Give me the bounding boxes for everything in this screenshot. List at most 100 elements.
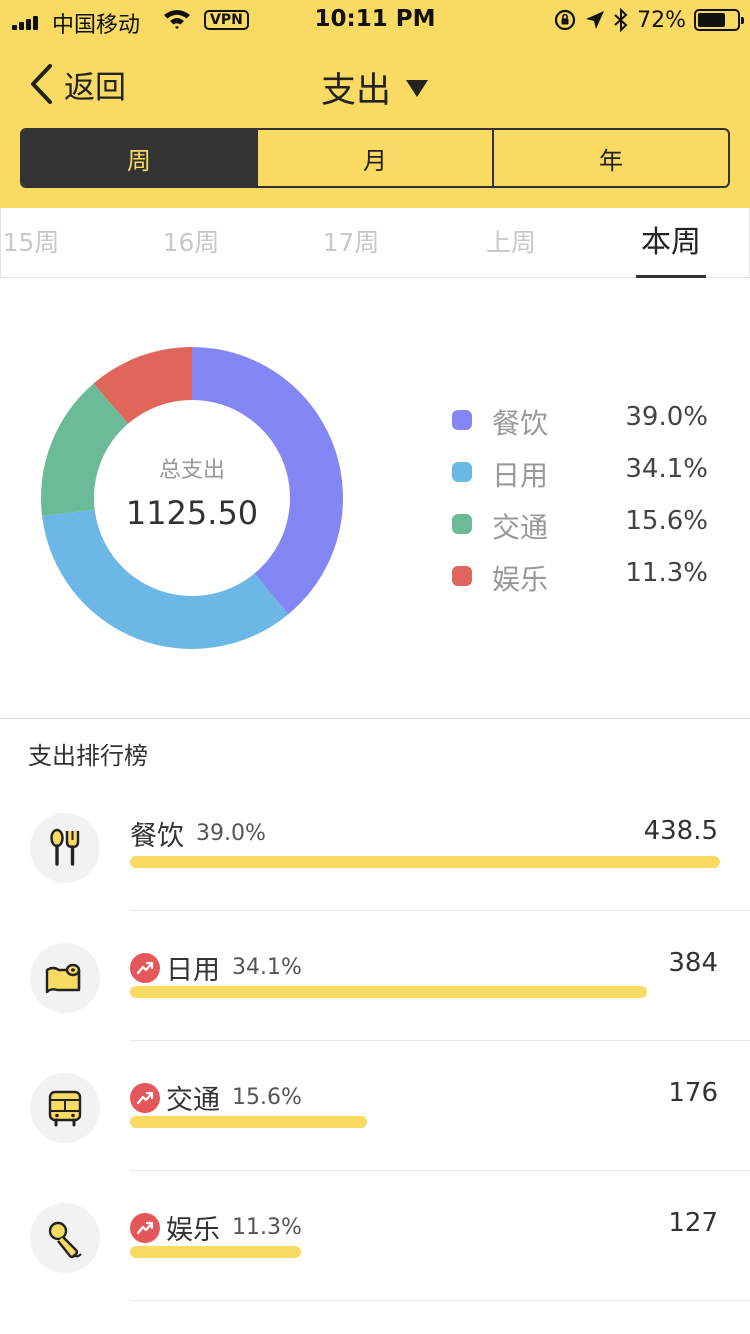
legend-swatch (452, 410, 472, 430)
carrier-name: 中国移动 (52, 13, 141, 38)
period-segmented-control: 周 月 年 (20, 128, 730, 188)
rank-percent: 34.1% (232, 955, 302, 980)
ranking-item-transport[interactable]: 交通 15.6% 176 (0, 1040, 750, 1171)
rank-percent: 11.3% (232, 1215, 302, 1240)
trend-up-icon (130, 1212, 160, 1243)
legend-percent: 39.0% (625, 402, 708, 432)
row-divider (130, 1040, 750, 1041)
segment-year-label: 年 (599, 146, 623, 175)
rank-head: 交通 15.6% (130, 1078, 302, 1117)
donut-center-label: 总支出 (158, 458, 225, 483)
rank-bar-track (130, 986, 720, 998)
rank-percent: 39.0% (196, 821, 266, 846)
legend-swatch (452, 514, 472, 534)
legend-item: 娱乐 11.3% (452, 554, 712, 606)
row-divider (130, 1300, 750, 1301)
rank-bar (130, 986, 647, 998)
legend-name: 交通 (492, 511, 549, 544)
battery-icon (694, 9, 744, 31)
legend-percent: 34.1% (625, 454, 708, 484)
row-divider (130, 910, 750, 911)
tab-last-week[interactable]: 上周 (485, 228, 536, 257)
ranking-item-dining[interactable]: 餐饮 39.0% 438.5 (0, 780, 750, 911)
segment-year[interactable]: 年 (494, 130, 728, 186)
status-right-group: 72% (553, 7, 744, 33)
page-title: 支出 (0, 62, 750, 113)
legend-name: 日用 (492, 459, 549, 492)
clock: 10:11 PM (314, 6, 436, 32)
rank-head: 餐饮 39.0% (130, 814, 266, 853)
rank-bar-track (130, 1246, 720, 1258)
ranking-title: 支出排行榜 (28, 742, 148, 770)
legend-percent: 15.6% (625, 506, 708, 536)
legend-name: 娱乐 (492, 563, 549, 596)
rank-bar-track (130, 856, 720, 868)
rank-bar (130, 856, 720, 868)
wifi-icon (164, 10, 190, 29)
rank-percent: 15.6% (232, 1085, 302, 1110)
tab-week-16[interactable]: 16周 (162, 228, 220, 257)
battery-level (698, 13, 726, 27)
back-button[interactable]: 返回 (28, 60, 126, 108)
rank-name: 娱乐 (166, 1215, 220, 1246)
app-header: 中国移动 VPN 10:11 PM 72% (0, 0, 750, 208)
chart-legend: 餐饮 39.0% 日用 34.1% 交通 15.6% 娱乐 11.3% (452, 398, 712, 606)
rank-name: 日用 (166, 955, 220, 986)
entertainment-category-icon (30, 1203, 100, 1273)
back-label: 返回 (64, 69, 126, 106)
donut-slice-4 (93, 347, 192, 424)
ranking-item-entertainment[interactable]: 娱乐 11.3% 127 (0, 1170, 750, 1301)
section-divider (0, 718, 750, 719)
triangle-down-icon (406, 79, 428, 97)
expense-donut-chart (41, 347, 344, 649)
rank-bar (130, 1116, 367, 1128)
rank-name: 交通 (166, 1085, 220, 1116)
legend-item: 餐饮 39.0% (452, 398, 712, 450)
segment-month[interactable]: 月 (258, 130, 494, 186)
week-tabs: 15周 16周 17周 上周 本周 (0, 208, 750, 278)
rank-amount: 127 (668, 1208, 718, 1238)
dining-category-icon (30, 813, 100, 883)
title-text: 支出 (320, 71, 391, 111)
donut-slice-2 (42, 509, 289, 649)
utensils-icon (50, 828, 80, 866)
transport-category-icon (30, 1073, 100, 1143)
rotation-lock-icon (554, 9, 576, 31)
rank-name: 餐饮 (130, 821, 184, 852)
donut-slice-1 (192, 347, 344, 615)
legend-swatch (452, 566, 472, 586)
battery-percent: 72% (637, 7, 686, 33)
trend-up-icon (130, 1082, 160, 1113)
chevron-left-icon (31, 64, 52, 104)
vpn-badge: VPN (204, 10, 249, 30)
rank-bar-track (130, 1116, 720, 1128)
rank-head: 日用 34.1% (130, 948, 302, 987)
status-bar: 中国移动 VPN 10:11 PM 72% (0, 0, 750, 40)
donut-center-total: 1125.50 (125, 494, 259, 532)
legend-item: 日用 34.1% (452, 450, 712, 502)
segment-month-label: 月 (363, 146, 387, 175)
tab-week-17[interactable]: 17周 (322, 228, 380, 257)
tab-week-15[interactable]: 15周 (2, 228, 60, 257)
location-arrow-icon (586, 11, 605, 29)
segment-week-label: 周 (127, 146, 151, 175)
rank-amount: 176 (668, 1078, 718, 1108)
bluetooth-icon (614, 8, 628, 32)
tab-this-week[interactable]: 本周 (636, 208, 706, 278)
cellular-signal-icon (12, 14, 46, 30)
row-divider (130, 1170, 750, 1171)
donut-slice-3 (41, 383, 129, 516)
title-dropdown[interactable]: 支出 (321, 62, 429, 113)
legend-swatch (452, 462, 472, 482)
legend-percent: 11.3% (625, 558, 708, 588)
rank-bar (130, 1246, 302, 1258)
bus-icon (48, 1090, 82, 1127)
rank-amount: 384 (668, 948, 718, 978)
toilet-paper-icon (45, 963, 81, 994)
legend-item: 交通 15.6% (452, 502, 712, 554)
daily-category-icon (30, 943, 100, 1013)
rank-amount: 438.5 (643, 816, 718, 846)
rank-head: 娱乐 11.3% (130, 1208, 302, 1247)
ranking-item-daily[interactable]: 日用 34.1% 384 (0, 910, 750, 1041)
segment-week[interactable]: 周 (22, 130, 258, 186)
